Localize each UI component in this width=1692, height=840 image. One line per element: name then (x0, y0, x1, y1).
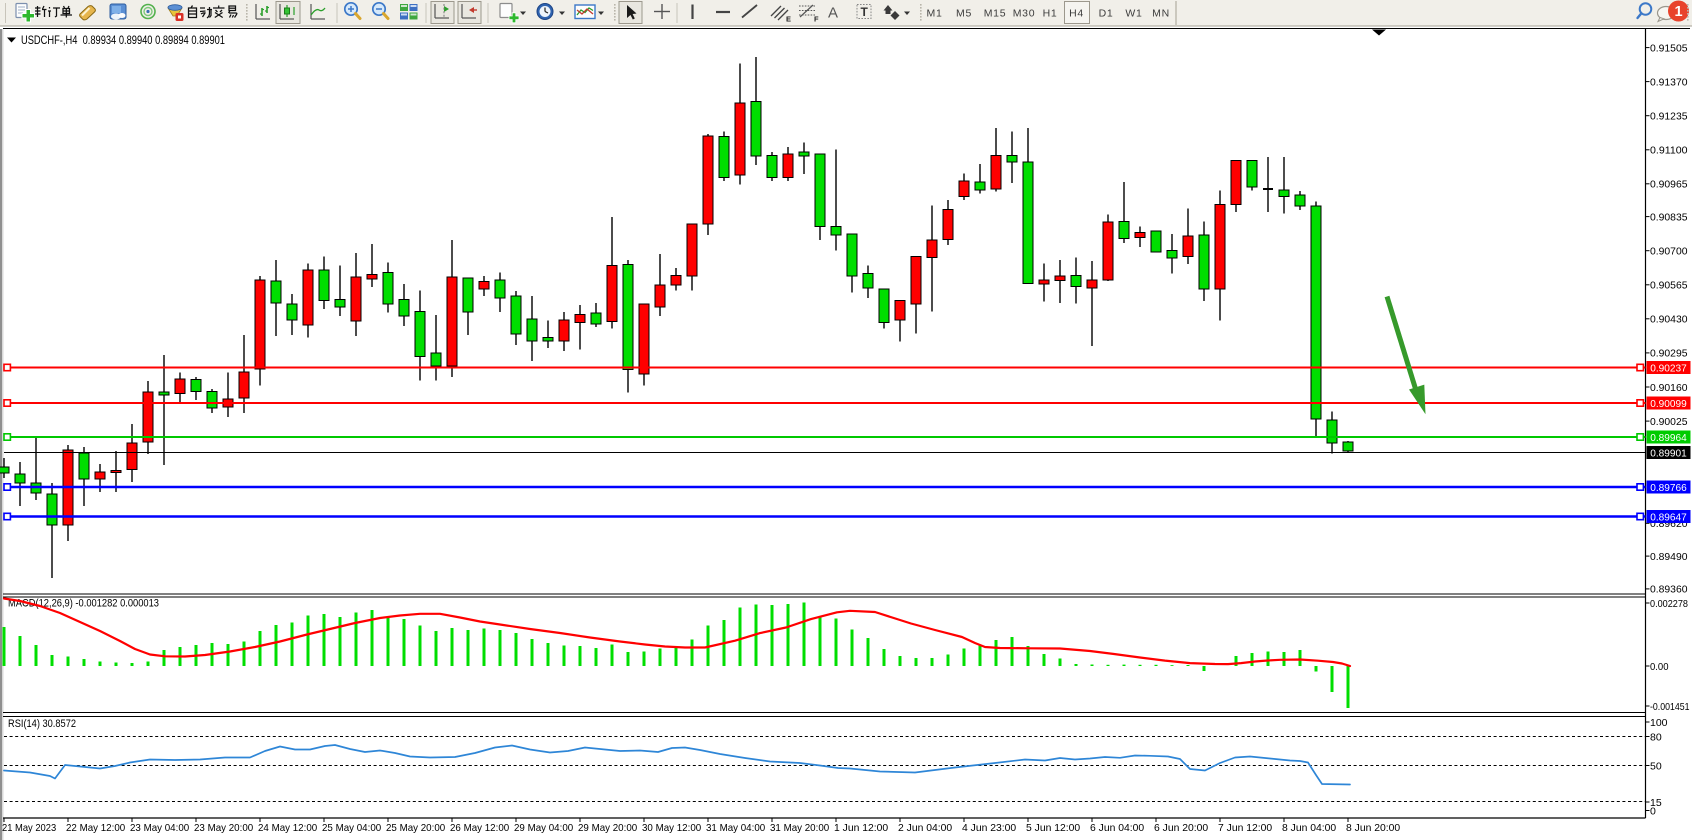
svg-text:0.90099: 0.90099 (1650, 398, 1687, 410)
svg-text:31 May 20:00: 31 May 20:00 (770, 822, 829, 834)
svg-text:0.90700: 0.90700 (1650, 246, 1688, 258)
svg-text:0.89490: 0.89490 (1650, 551, 1688, 563)
svg-text:80: 80 (1650, 731, 1662, 743)
svg-text:5 Jun 12:00: 5 Jun 12:00 (1026, 822, 1080, 834)
svg-text:1: 1 (1674, 4, 1682, 20)
svg-text:7 Jun 12:00: 7 Jun 12:00 (1218, 822, 1272, 834)
svg-text:0.89901: 0.89901 (1650, 448, 1687, 460)
svg-text:8 Jun 04:00: 8 Jun 04:00 (1282, 822, 1336, 834)
svg-text:50: 50 (1650, 760, 1662, 772)
svg-text:0.90430: 0.90430 (1650, 314, 1688, 326)
svg-text:0.89766: 0.89766 (1650, 482, 1687, 494)
svg-text:USDCHF-,H4 0.89934 0.89940 0.: USDCHF-,H4 0.89934 0.89940 0.89894 0.899… (21, 33, 225, 47)
svg-text:0.90237: 0.90237 (1650, 363, 1687, 375)
svg-text:0.90965: 0.90965 (1650, 179, 1688, 191)
svg-text:25 May 04:00: 25 May 04:00 (322, 822, 381, 834)
svg-text:21 May 2023: 21 May 2023 (2, 822, 56, 834)
svg-text:M1: M1 (927, 8, 943, 20)
svg-text:0.89647: 0.89647 (1650, 512, 1687, 524)
svg-text:29 May 20:00: 29 May 20:00 (578, 822, 637, 834)
svg-text:31 May 04:00: 31 May 04:00 (706, 822, 765, 834)
svg-text:8 Jun 20:00: 8 Jun 20:00 (1346, 822, 1400, 834)
svg-text:0.89360: 0.89360 (1650, 584, 1688, 596)
svg-text:30 May 12:00: 30 May 12:00 (642, 822, 701, 834)
svg-text:100: 100 (1650, 717, 1668, 729)
svg-text:0.90835: 0.90835 (1650, 211, 1688, 223)
svg-text:M15: M15 (984, 8, 1007, 20)
svg-text:25 May 20:00: 25 May 20:00 (386, 822, 445, 834)
svg-text:F: F (814, 15, 819, 24)
svg-text:D1: D1 (1099, 8, 1114, 20)
svg-text:M5: M5 (956, 8, 972, 20)
svg-text:22 May 12:00: 22 May 12:00 (66, 822, 125, 834)
svg-text:0.89964: 0.89964 (1650, 432, 1687, 444)
svg-text:0.002278: 0.002278 (1650, 598, 1688, 610)
svg-text:0.90025: 0.90025 (1650, 416, 1688, 428)
svg-text:23 May 20:00: 23 May 20:00 (194, 822, 253, 834)
svg-text:0.90160: 0.90160 (1650, 382, 1688, 394)
svg-text:M30: M30 (1013, 8, 1036, 20)
svg-text:H1: H1 (1043, 8, 1058, 20)
svg-text:2 Jun 04:00: 2 Jun 04:00 (898, 822, 952, 834)
svg-text:0.00: 0.00 (1650, 661, 1669, 673)
svg-text:6 Jun 04:00: 6 Jun 04:00 (1090, 822, 1144, 834)
svg-text:0.90565: 0.90565 (1650, 280, 1688, 292)
svg-text:MN: MN (1152, 8, 1170, 20)
svg-text:29 May 04:00: 29 May 04:00 (514, 822, 573, 834)
svg-text:-0.001451: -0.001451 (1650, 701, 1690, 713)
svg-text:0.91370: 0.91370 (1650, 76, 1688, 88)
svg-text:1 Jun 12:00: 1 Jun 12:00 (834, 822, 888, 834)
svg-text:RSI(14) 30.8572: RSI(14) 30.8572 (8, 718, 76, 730)
svg-text:T: T (861, 5, 869, 19)
svg-text:A: A (828, 5, 838, 22)
svg-text:H4: H4 (1069, 8, 1084, 20)
svg-text:0.91100: 0.91100 (1650, 145, 1688, 157)
svg-text:4 Jun 23:00: 4 Jun 23:00 (962, 822, 1016, 834)
svg-text:0.91505: 0.91505 (1650, 42, 1688, 54)
svg-text:E: E (786, 15, 791, 24)
svg-text:24 May 12:00: 24 May 12:00 (258, 822, 317, 834)
svg-text:6 Jun 20:00: 6 Jun 20:00 (1154, 822, 1208, 834)
svg-text:MACD(12,26,9) -0.001282 0.0000: MACD(12,26,9) -0.001282 0.000013 (8, 598, 159, 610)
svg-text:15: 15 (1650, 797, 1662, 809)
svg-text:W1: W1 (1125, 8, 1142, 20)
svg-text:0: 0 (1650, 805, 1656, 817)
svg-text:23 May 04:00: 23 May 04:00 (130, 822, 189, 834)
svg-text:0.90295: 0.90295 (1650, 348, 1688, 360)
svg-text:0.91235: 0.91235 (1650, 111, 1688, 123)
svg-text:26 May 12:00: 26 May 12:00 (450, 822, 509, 834)
